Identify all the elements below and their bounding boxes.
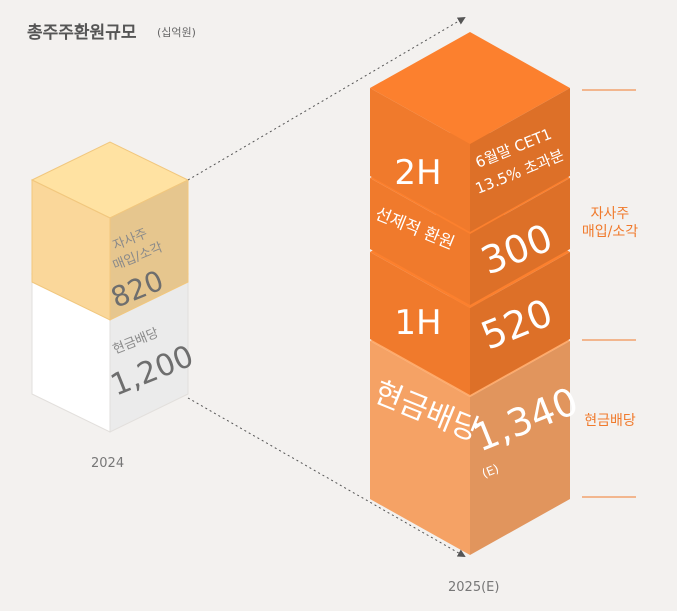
year-label-2025: 2025(E) [448,580,500,595]
cube-2025-dividend-right [470,341,570,555]
side-label-dividend: 현금배당 [584,413,636,429]
cube-2025-2h-left [370,88,470,232]
side-label-buyback-line2: 매입/소각 [581,224,639,240]
cube-2025-2h-right [470,88,570,232]
connector-bottom-arrow [187,397,466,557]
cube-2025-preemptive-left [370,178,470,305]
dividend-2025-estimate: (E) [480,461,501,480]
page-title: 총주주환원규모 [27,23,137,43]
cube-2025-1h-right [470,252,570,395]
cube-2025-1h-left [370,252,470,395]
year-label-2024: 2024 [91,456,125,471]
connector-top-arrow [187,16,466,181]
cube-2025-dividend-left [370,341,470,555]
side-label-buyback: 자사주 매입/소각 [575,205,645,241]
h2-label: 2H [394,153,441,193]
unit-label: (십억원) [157,26,196,39]
h1-label: 1H [394,303,441,343]
cube-2024-buyback-right [109,179,189,321]
side-label-buyback-line1: 자사주 [590,206,630,222]
cube-2025-preemptive-right [470,178,570,305]
